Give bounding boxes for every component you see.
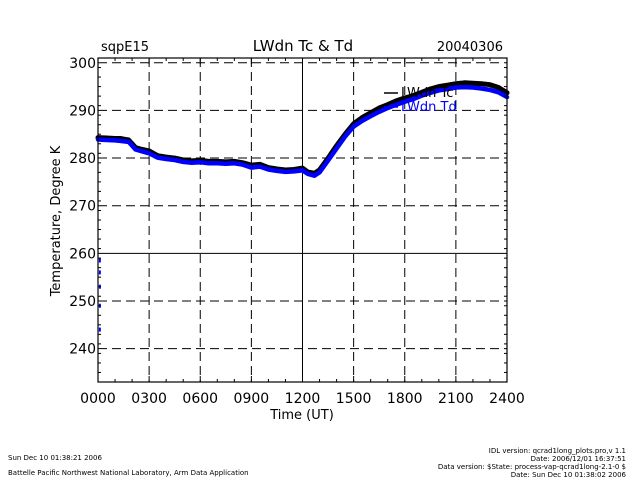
y-tick-label: 260 [69, 246, 96, 262]
x-tick-label: 0300 [131, 391, 167, 407]
footer-institution: Battelle Pacific Northwest National Labo… [8, 469, 249, 477]
data-point [98, 258, 101, 263]
chart-title: LWdn Tc & Td [253, 37, 353, 55]
grid [98, 58, 507, 382]
y-tick-label: 300 [69, 56, 96, 72]
site-label: sqpE15 [101, 40, 149, 55]
y-tick-label: 280 [69, 151, 96, 167]
x-tick-label: 2400 [489, 391, 525, 407]
date-label: 20040306 [437, 40, 503, 55]
x-tick-label: 1200 [285, 391, 321, 407]
footer-data-version: Data version: $State: process-vap-qcrad1… [437, 463, 626, 471]
legend-label: LWdn Tc [401, 86, 453, 101]
x-tick-label: 0000 [80, 391, 116, 407]
axis-ticks [97, 57, 508, 383]
y-tick-label: 240 [69, 342, 96, 358]
footer-run-date: Sun Dec 10 01:38:21 2006 [8, 454, 102, 462]
x-tick-label: 2100 [438, 391, 474, 407]
x-tick-labels: 0000 0300 0600 0900 1200 1500 1800 2100 2400 [80, 391, 525, 407]
data-point [98, 270, 101, 275]
y-tick-label: 290 [69, 103, 96, 119]
series-line [95, 84, 510, 178]
x-axis-label: Time (UT) [269, 408, 334, 423]
footer-idl-date: Date: 2006/12/01 16:37:51 [530, 455, 626, 463]
y-axis-label: Temperature, Degree K [49, 145, 64, 297]
y-tick-labels: 240 250 260 270 280 290 300 [69, 56, 96, 358]
x-tick-label: 0900 [234, 391, 270, 407]
y-tick-label: 270 [69, 199, 96, 215]
footer-data-date: Date: Sun Dec 10 01:38:02 2006 [510, 471, 626, 479]
x-tick-label: 0600 [182, 391, 218, 407]
y-tick-label: 250 [69, 294, 96, 310]
legend-label: LWdn Td [401, 100, 457, 115]
x-tick-label: 1500 [336, 391, 372, 407]
x-tick-label: 1800 [387, 391, 423, 407]
data-point [98, 327, 101, 332]
footer-idl-version: IDL version: qcrad1long_plots.pro,v 1.1 [488, 447, 626, 455]
